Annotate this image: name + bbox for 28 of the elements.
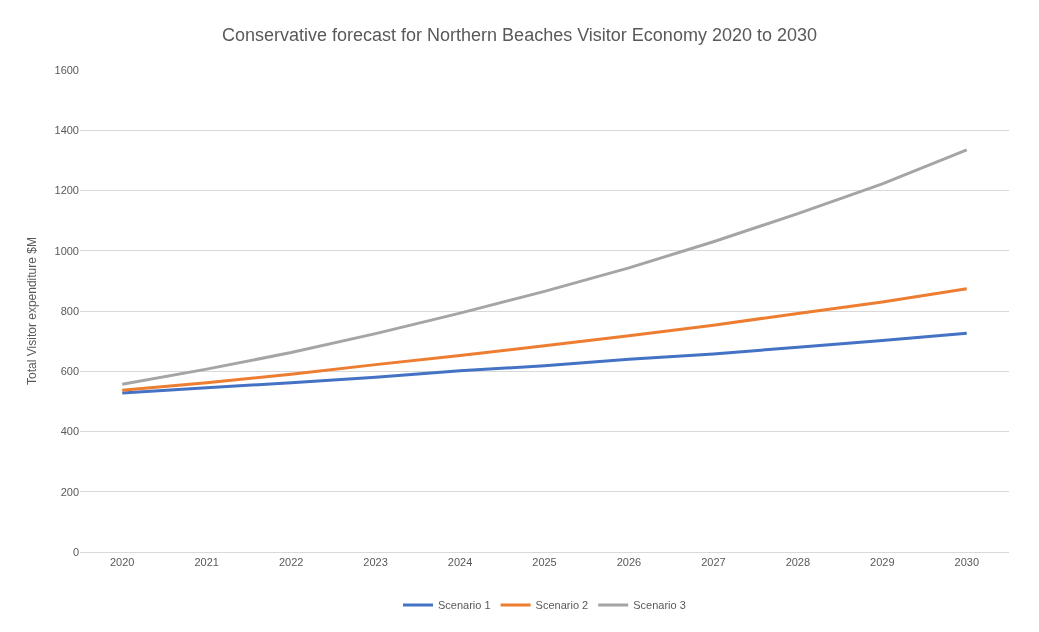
y-tick-label: 800 bbox=[60, 304, 79, 317]
x-tick-label: 2022 bbox=[278, 556, 304, 569]
line-series bbox=[120, 287, 969, 392]
x-tick-label: 2028 bbox=[785, 556, 811, 569]
chart-title: Conservative forecast for Northern Beaches Visitor Economy 2020 to 2030 bbox=[222, 25, 817, 46]
x-tick-label: 2023 bbox=[363, 556, 388, 569]
x-tick-label: 2027 bbox=[701, 556, 726, 569]
line-series bbox=[120, 331, 969, 395]
y-tick-label: 1000 bbox=[54, 244, 79, 257]
x-tick-label: 2030 bbox=[954, 556, 980, 569]
x-tick-label: 2021 bbox=[194, 556, 219, 569]
y-tick-label: 1600 bbox=[54, 63, 79, 76]
x-tick-label: 2026 bbox=[616, 556, 642, 569]
y-tick-label: 1200 bbox=[54, 184, 79, 197]
legend-label: Scenario 1 bbox=[438, 599, 491, 612]
line-series bbox=[120, 148, 969, 386]
y-tick-label: 400 bbox=[60, 425, 79, 438]
legend-label: Scenario 3 bbox=[633, 599, 686, 612]
y-tick-label: 0 bbox=[72, 545, 79, 558]
legend-label: Scenario 2 bbox=[535, 599, 589, 612]
x-tick-label: 2029 bbox=[870, 556, 895, 569]
x-tick-label: 2020 bbox=[109, 556, 135, 569]
y-tick-label: 200 bbox=[60, 485, 79, 498]
x-tick-label: 2024 bbox=[447, 556, 473, 569]
y-tick-label: 600 bbox=[60, 365, 79, 378]
y-axis-title: Total Visitor expenditure $M bbox=[24, 237, 39, 385]
x-tick-label: 2025 bbox=[532, 556, 557, 569]
y-tick-label: 1400 bbox=[54, 124, 79, 137]
